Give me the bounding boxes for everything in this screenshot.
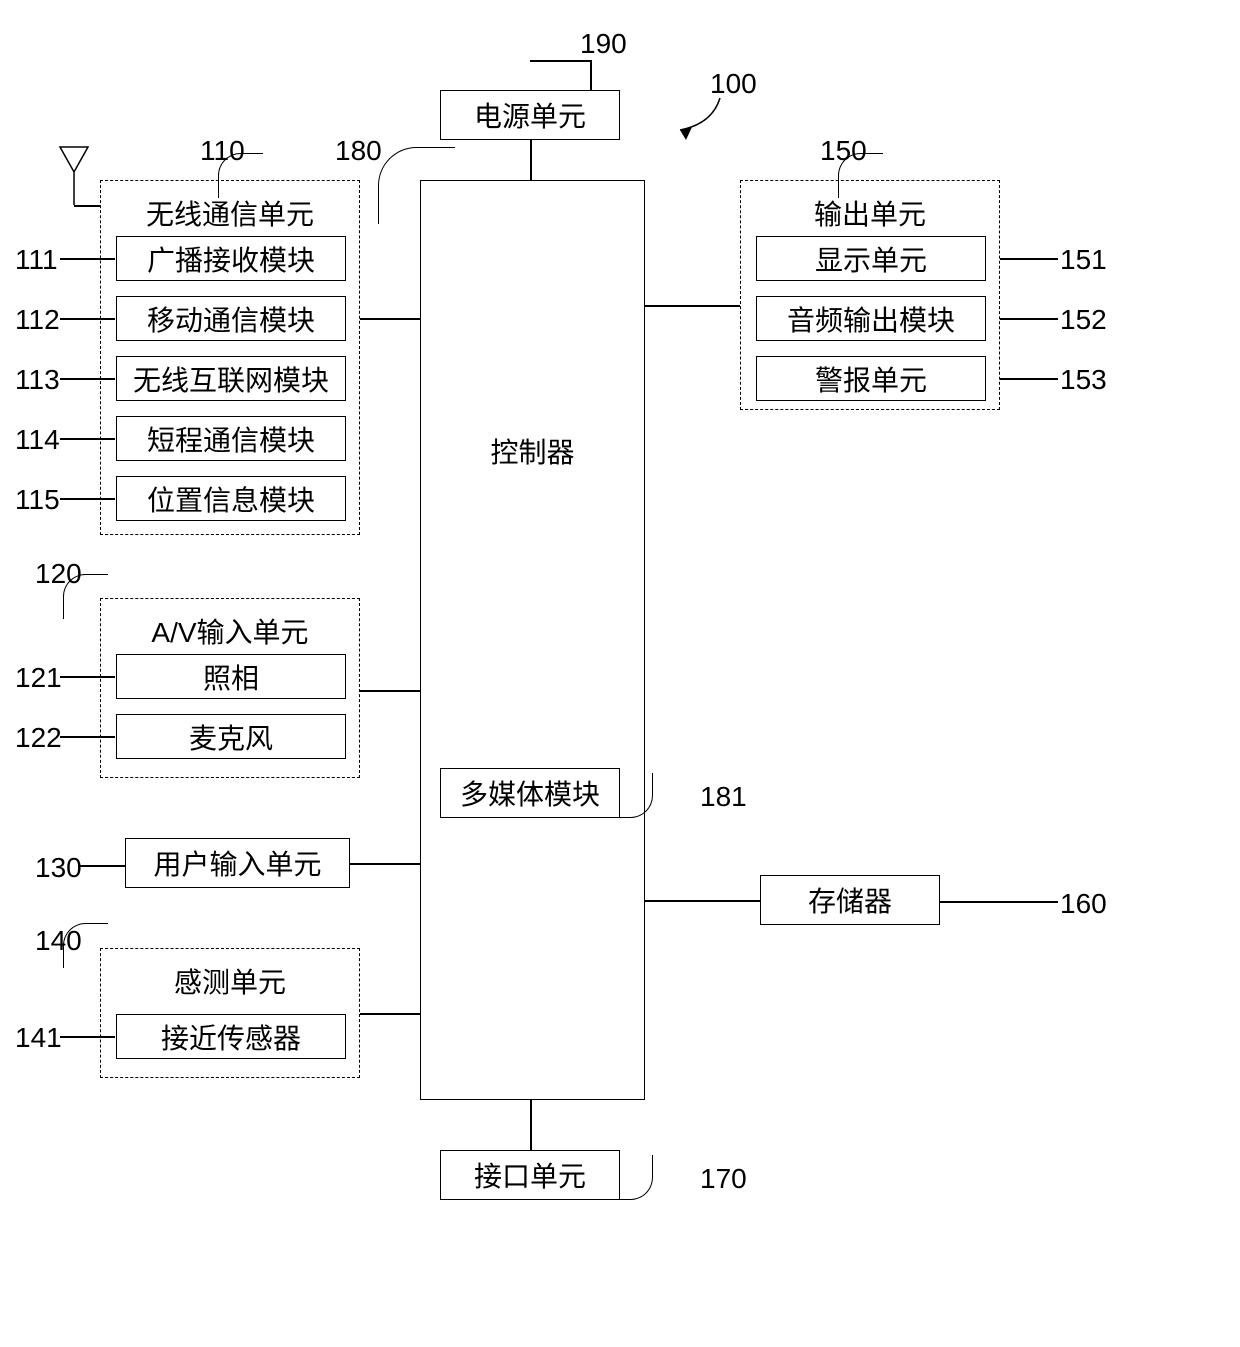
user-input-box: 用户输入单元 (125, 838, 350, 888)
connector-2 (350, 863, 420, 865)
connector-12 (60, 378, 115, 380)
connector-13 (60, 438, 115, 440)
wireless-item-2: 无线互联网模块 (116, 356, 346, 401)
connector-14 (60, 498, 115, 500)
av-item-0: 照相 (116, 654, 346, 699)
connector-19 (1000, 258, 1058, 260)
arrow-100 (665, 83, 745, 163)
sensing-title: 感测单元 (101, 961, 359, 1001)
connector-21 (1000, 378, 1058, 380)
connector-5 (645, 900, 760, 902)
connector-4 (645, 305, 740, 307)
leader-2 (838, 153, 883, 198)
leader-5 (608, 773, 653, 818)
label-l114: 114 (15, 424, 60, 456)
power-box: 电源单元 (440, 90, 620, 140)
controller-label: 控制器 (421, 431, 644, 471)
antenna-connector (74, 205, 100, 207)
leader-0 (218, 153, 263, 198)
output-group: 输出单元显示单元音频输出模块警报单元 (740, 180, 1000, 410)
controller-box: 控制器 (420, 180, 645, 1100)
leader-1 (378, 147, 455, 224)
label-l111: 111 (15, 244, 58, 276)
output-title: 输出单元 (741, 193, 999, 233)
label-l122: 122 (15, 722, 62, 754)
sensing-group: 感测单元接近传感器 (100, 948, 360, 1078)
output-item-2: 警报单元 (756, 356, 986, 401)
label-l160: 160 (1060, 888, 1107, 920)
wireless-item-3: 短程通信模块 (116, 416, 346, 461)
label-l190: 190 (580, 28, 627, 60)
wireless-item-0: 广播接收模块 (116, 236, 346, 281)
label-l121: 121 (15, 662, 62, 694)
connector-16 (60, 736, 115, 738)
connector-0 (360, 318, 420, 320)
multimedia-box: 多媒体模块 (440, 768, 620, 818)
connector-22 (940, 901, 1058, 903)
label-l180: 180 (335, 135, 382, 167)
label-l112: 112 (15, 304, 60, 336)
connector-7 (530, 1100, 532, 1150)
label-l141: 141 (15, 1022, 62, 1054)
leader-3 (63, 574, 108, 619)
connector-18 (78, 865, 125, 867)
label-l170: 170 (700, 1163, 747, 1195)
label-l152: 152 (1060, 304, 1107, 336)
output-item-0: 显示单元 (756, 236, 986, 281)
connector-8 (530, 60, 590, 62)
connector-20 (1000, 318, 1058, 320)
av-group: A/V输入单元照相麦克风 (100, 598, 360, 778)
connector-15 (60, 676, 115, 678)
wireless-group: 无线通信单元广播接收模块移动通信模块无线互联网模块短程通信模块位置信息模块 (100, 180, 360, 535)
connector-6 (530, 140, 532, 180)
label-l113: 113 (15, 364, 60, 396)
label-l153: 153 (1060, 364, 1107, 396)
connector-1 (360, 690, 420, 692)
av-item-1: 麦克风 (116, 714, 346, 759)
connector-10 (60, 258, 115, 260)
leader-4 (63, 923, 108, 968)
wireless-item-1: 移动通信模块 (116, 296, 346, 341)
label-l130: 130 (35, 852, 82, 884)
av-title: A/V输入单元 (101, 611, 359, 651)
connector-17 (60, 1036, 115, 1038)
connector-11 (60, 318, 115, 320)
output-item-1: 音频输出模块 (756, 296, 986, 341)
label-l151: 151 (1060, 244, 1107, 276)
connector-3 (360, 1013, 420, 1015)
interface-box: 接口单元 (440, 1150, 620, 1200)
leader-6 (608, 1155, 653, 1200)
label-l115: 115 (15, 484, 60, 516)
memory-box: 存储器 (760, 875, 940, 925)
label-l181: 181 (700, 781, 747, 813)
wireless-item-4: 位置信息模块 (116, 476, 346, 521)
connector-9 (590, 60, 592, 90)
wireless-title: 无线通信单元 (101, 193, 359, 233)
sensing-item-0: 接近传感器 (116, 1014, 346, 1059)
diagram-canvas: 控制器多媒体模块 电源单元接口单元 存储器 用户输入单元 无线通信单元广播接收模块移动通… (0, 0, 1240, 1347)
